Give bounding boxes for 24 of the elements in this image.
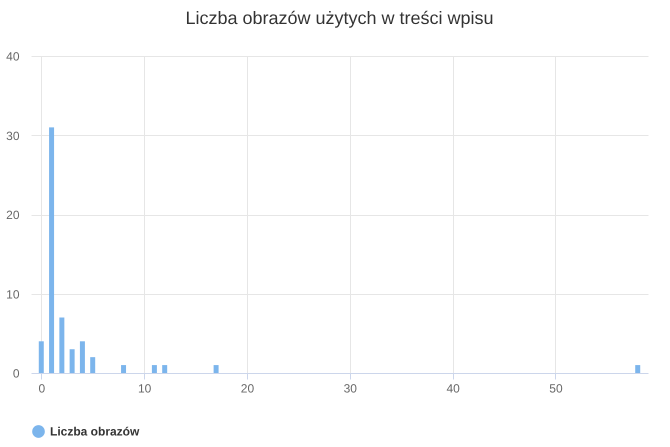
x-tick-label: 30 (344, 382, 358, 396)
bar (49, 127, 54, 373)
bar (70, 349, 75, 373)
x-tick-label: 10 (138, 382, 152, 396)
bar (90, 357, 96, 373)
bar (635, 365, 640, 373)
x-tick-label: 0 (38, 382, 46, 396)
x-tick-label: 20 (240, 382, 254, 396)
y-tick-label: 0 (12, 366, 20, 380)
chart-title: Liczba obrazów użytych w treści wpisu (185, 8, 494, 28)
bar (80, 341, 85, 373)
bar (162, 365, 168, 373)
bar (121, 365, 126, 373)
bar (152, 365, 157, 373)
bar (59, 318, 64, 373)
y-tick-label: 40 (6, 50, 20, 64)
y-tick-label: 30 (6, 128, 20, 143)
y-tick-label: 20 (6, 208, 20, 222)
bar (38, 341, 44, 373)
y-tick-label: 10 (6, 287, 20, 302)
x-tick-label: 50 (549, 382, 563, 396)
x-tick-label: 40 (446, 382, 460, 396)
legend-label: Liczba obrazów (50, 424, 140, 438)
bar (214, 365, 219, 373)
